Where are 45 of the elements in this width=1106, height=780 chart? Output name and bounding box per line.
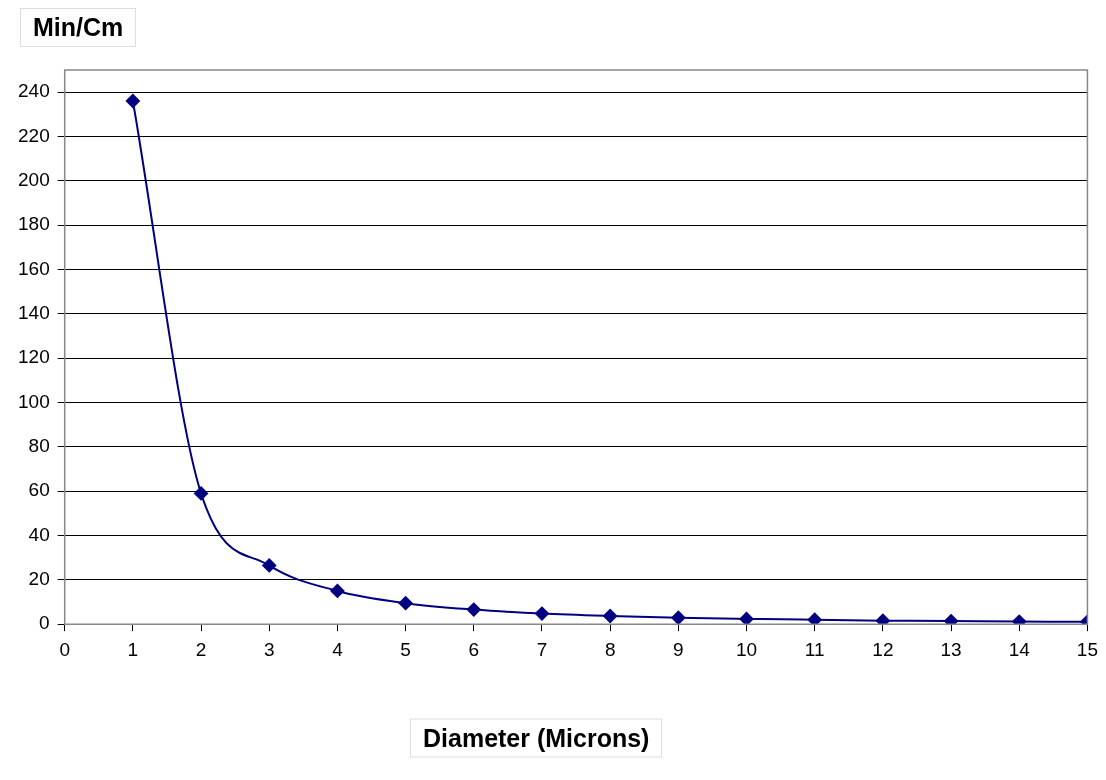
y-tick-label: 60 bbox=[28, 479, 50, 501]
y-tick-label: 140 bbox=[18, 302, 50, 324]
y-axis-title: Min/Cm bbox=[20, 8, 137, 47]
point bbox=[603, 609, 618, 623]
y-tick-label: 220 bbox=[18, 124, 50, 146]
point bbox=[194, 486, 209, 501]
point bbox=[125, 94, 140, 109]
x-tick-label: 13 bbox=[940, 638, 962, 660]
x-tick-label: 12 bbox=[872, 638, 894, 660]
y-tick-label: 120 bbox=[18, 346, 50, 368]
y-tick-label: 200 bbox=[18, 169, 50, 191]
x-tick-label: 15 bbox=[1076, 638, 1098, 660]
x-tick-label: 10 bbox=[735, 638, 758, 660]
point bbox=[807, 612, 822, 625]
point bbox=[534, 606, 549, 621]
y-tick-label: 240 bbox=[18, 80, 50, 102]
y-tick-label: 20 bbox=[28, 568, 50, 590]
x-axis-title: Diameter (Microns) bbox=[410, 718, 663, 758]
x-tick-label: 14 bbox=[1008, 638, 1031, 660]
point bbox=[466, 602, 481, 617]
x-tick-label: 8 bbox=[604, 638, 616, 660]
point bbox=[671, 610, 686, 625]
point bbox=[875, 613, 890, 625]
x-tick-label: 7 bbox=[536, 638, 548, 660]
point bbox=[944, 614, 959, 625]
x-tick-label: 1 bbox=[127, 638, 139, 660]
x-tick-label: 3 bbox=[263, 638, 275, 660]
point bbox=[739, 611, 754, 625]
x-tick-label: 9 bbox=[673, 638, 684, 660]
x-tick-label: 0 bbox=[59, 638, 70, 660]
y-tick-label: 80 bbox=[28, 435, 50, 457]
x-tick-label: 5 bbox=[400, 638, 411, 660]
point bbox=[398, 596, 413, 611]
y-tick-label: 0 bbox=[39, 612, 50, 634]
y-tick-label: 180 bbox=[18, 213, 50, 235]
point bbox=[262, 558, 277, 573]
point bbox=[330, 583, 345, 598]
y-tick-label: 40 bbox=[28, 523, 50, 545]
point bbox=[1012, 614, 1027, 625]
x-tick-label: 2 bbox=[195, 638, 207, 660]
x-tick-label: 6 bbox=[468, 638, 480, 660]
x-tick-label: 4 bbox=[332, 638, 344, 660]
y-tick-label: 160 bbox=[18, 257, 50, 279]
x-tick-label: 11 bbox=[804, 638, 825, 660]
y-tick-label: 100 bbox=[18, 390, 50, 412]
